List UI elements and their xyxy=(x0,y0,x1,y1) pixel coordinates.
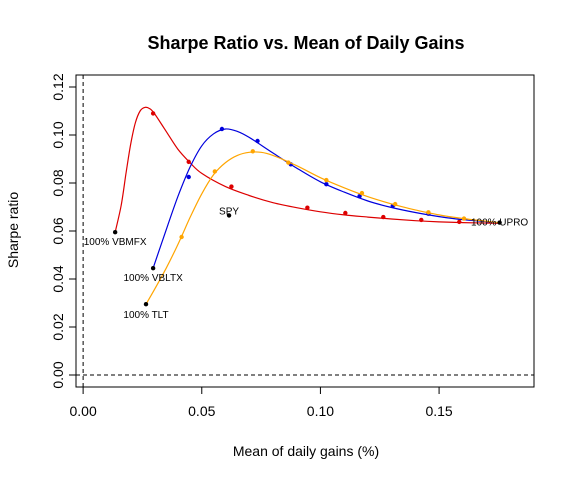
labeled-point xyxy=(143,302,149,307)
series-3-point xyxy=(179,234,184,240)
y-tick-label: 0.12 xyxy=(50,73,66,100)
y-tick-label: 0.04 xyxy=(50,265,66,292)
series-1-point xyxy=(419,217,424,223)
series-2-point xyxy=(186,174,191,180)
series-3-point xyxy=(212,169,218,174)
y-tick-label: 0.00 xyxy=(50,361,66,388)
labeled-point xyxy=(497,220,502,225)
series-1-point xyxy=(457,219,462,225)
series-2-point xyxy=(357,194,362,199)
series-1-point xyxy=(150,111,156,116)
labeled-point xyxy=(112,230,118,235)
series-3-point xyxy=(324,177,329,183)
y-axis-label: Sharpe ratio xyxy=(5,192,21,268)
labeled-point xyxy=(150,266,156,271)
point-label: 100% UPRO xyxy=(471,218,528,229)
x-tick-label: 0.00 xyxy=(69,403,96,419)
series-3-point xyxy=(461,216,467,221)
series-1-point xyxy=(381,214,386,220)
x-axis-label: Mean of daily gains (%) xyxy=(233,443,379,459)
series-3-point xyxy=(392,201,398,207)
point-label: 100% VBMFX xyxy=(84,237,147,248)
series-3-point xyxy=(286,160,291,165)
plot-frame xyxy=(75,74,535,388)
y-tick-label: 0.06 xyxy=(50,217,66,244)
y-tick-label: 0.10 xyxy=(50,121,66,148)
x-tick-label: 0.05 xyxy=(188,403,215,419)
point-label: 100% TLT xyxy=(123,310,168,321)
labeled-point xyxy=(226,213,232,218)
series-1-point xyxy=(305,205,310,210)
series-1-line xyxy=(114,106,499,233)
series-3-point xyxy=(359,190,365,196)
x-tick-label: 0.15 xyxy=(425,403,452,419)
series-2-line xyxy=(152,128,499,269)
x-tick-label: 0.10 xyxy=(307,403,334,419)
series-2-point xyxy=(255,138,260,144)
series-3-line xyxy=(145,151,499,305)
series-2-point xyxy=(324,182,329,187)
series-1-point xyxy=(186,159,191,165)
chart-title: Sharpe Ratio vs. Mean of Daily Gains xyxy=(147,33,464,53)
series-1-point xyxy=(343,210,348,216)
point-label: SPY xyxy=(219,206,239,217)
y-tick-label: 0.08 xyxy=(50,169,66,196)
series-1-point xyxy=(229,184,234,189)
series-3-point xyxy=(426,210,431,215)
point-label: 100% VBLTX xyxy=(123,273,183,284)
series-3-point xyxy=(250,149,255,154)
y-tick-label: 0.02 xyxy=(50,313,66,340)
series-2-point xyxy=(219,126,225,132)
